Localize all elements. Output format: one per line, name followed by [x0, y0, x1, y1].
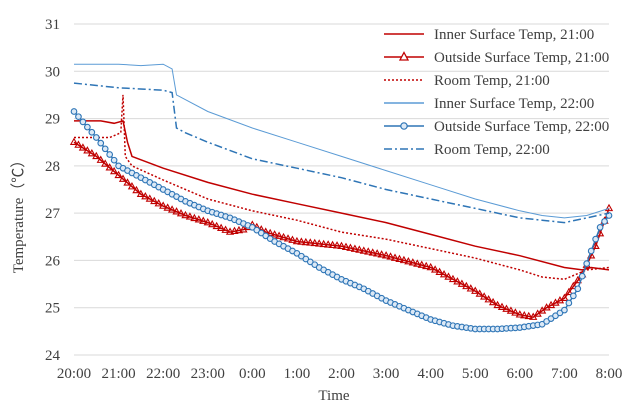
x-tick-label: 7:00 [551, 366, 578, 382]
series-marker-circle [76, 114, 82, 120]
legend-label: Inner Surface Temp, 21:00 [434, 27, 594, 43]
series-marker-circle [575, 286, 581, 292]
series-marker-circle [562, 307, 568, 313]
series-marker-circle [602, 219, 608, 225]
series-marker-circle [111, 157, 117, 163]
series-marker-circle [85, 124, 91, 130]
legend: Inner Surface Temp, 21:00 Outside Surface… [384, 27, 609, 158]
series-marker-circle [584, 261, 590, 267]
y-tick-label: 27 [45, 206, 61, 222]
series-marker-circle [107, 152, 113, 158]
y-tick-label: 28 [45, 159, 60, 175]
y-tick-label: 24 [45, 348, 61, 364]
legend-label: Outside Surface Temp, 21:00 [434, 50, 609, 66]
legend-label: Inner Surface Temp, 22:00 [434, 96, 594, 112]
y-tick-label: 25 [45, 301, 60, 317]
series-line [74, 142, 609, 317]
x-tick-label: 20:00 [57, 366, 91, 382]
series-marker-circle [579, 273, 585, 279]
legend-item: Outside Surface Temp, 21:00 [384, 50, 609, 66]
legend-label: Room Temp, 22:00 [434, 142, 550, 158]
x-axis-ticks: 20:00 21:00 22:00 23:00 0:00 1:00 2:00 3:00 4:00… [57, 366, 622, 382]
series-marker-circle [588, 248, 594, 254]
x-tick-label: 4:00 [417, 366, 444, 382]
series-marker-circle [93, 135, 99, 141]
y-tick-label: 29 [45, 112, 60, 128]
series-marker-circle [89, 129, 95, 135]
x-tick-label: 1:00 [284, 366, 311, 382]
series-marker-circle [566, 300, 572, 306]
series-marker-circle [71, 109, 77, 115]
series-marker-circle [80, 119, 86, 125]
x-axis-label: Time [318, 388, 349, 404]
x-tick-label: 3:00 [373, 366, 400, 382]
x-tick-label: 21:00 [101, 366, 135, 382]
legend-item: Outside Surface Temp, 22:00 [384, 119, 609, 135]
y-tick-label: 30 [45, 64, 60, 80]
series-marker-circle [597, 225, 603, 231]
series-marker-circle [102, 146, 108, 152]
legend-item: Inner Surface Temp, 22:00 [384, 96, 594, 112]
x-tick-label: 22:00 [146, 366, 180, 382]
series-marker-circle [571, 293, 577, 299]
legend-label: Outside Surface Temp, 22:00 [434, 119, 609, 135]
y-axis-ticks: 24 25 26 27 28 29 30 31 [45, 17, 61, 364]
x-tick-label: 5:00 [462, 366, 489, 382]
legend-item: Room Temp, 21:00 [384, 73, 550, 89]
series-marker-circle [593, 236, 599, 242]
y-tick-label: 26 [45, 253, 61, 269]
x-tick-label: 0:00 [239, 366, 266, 382]
x-tick-label: 23:00 [191, 366, 225, 382]
x-tick-label: 8:00 [596, 366, 623, 382]
series-marker-circle [98, 140, 104, 146]
x-tick-label: 6:00 [506, 366, 533, 382]
legend-item: Inner Surface Temp, 21:00 [384, 27, 594, 43]
legend-label: Room Temp, 21:00 [434, 73, 550, 89]
y-axis-label: Temperature（℃） [10, 153, 27, 274]
legend-item: Room Temp, 22:00 [384, 142, 550, 158]
legend-marker-circle [401, 123, 407, 129]
y-tick-label: 31 [45, 17, 60, 33]
x-tick-label: 2:00 [328, 366, 355, 382]
series-marker-triangle [71, 139, 77, 145]
